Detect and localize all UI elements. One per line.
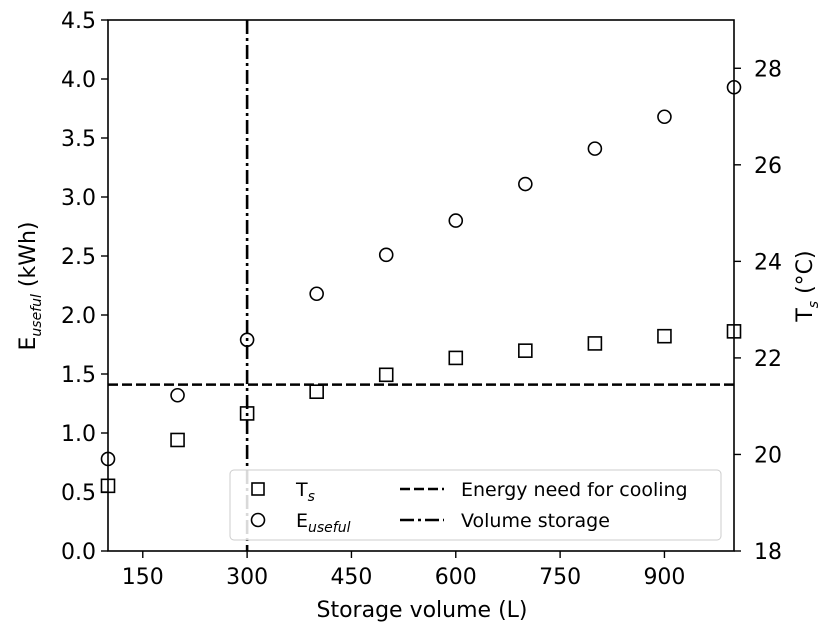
euseful-point	[448, 213, 464, 228]
x-tick-label: 900	[643, 565, 685, 590]
ts-point	[657, 328, 672, 344]
euseful-point	[378, 247, 394, 263]
ts-point	[587, 336, 603, 351]
legend-label-euseful: Euseful	[296, 510, 351, 536]
x-axis-label: Storage volume (L)	[317, 598, 528, 623]
y2-tick-label: 24	[754, 250, 782, 275]
legend-label-ts-main: T	[295, 479, 308, 501]
y-tick-label: 1.5	[61, 363, 96, 388]
plot-frame	[107, 19, 735, 552]
x-tick-label: 750	[539, 565, 581, 590]
legend-square-marker	[251, 482, 265, 496]
y2-tick-label: 18	[754, 540, 782, 565]
ts-point	[518, 343, 533, 358]
y-axis-label-sub: useful	[29, 294, 45, 337]
legend-circle-marker	[250, 512, 266, 528]
ts-point	[239, 406, 255, 421]
y2-axis-label-unit: (°C)	[793, 250, 818, 301]
ts-point	[170, 432, 185, 448]
x-tick-label: 300	[226, 565, 268, 590]
legend-label-energy-need: Energy need for cooling	[461, 479, 688, 501]
legend-label-euseful-sub: useful	[308, 520, 351, 536]
y-tick-label: 4.5	[61, 9, 96, 34]
euseful-point	[239, 332, 255, 348]
legend: Ts Euseful Energy need for cooling Volum…	[229, 469, 722, 541]
ts-point	[309, 384, 324, 400]
legend-label-ts: Ts	[295, 479, 315, 505]
y2-tick-label: 26	[754, 154, 782, 179]
y-axis-label: Euseful (kWh)	[16, 222, 45, 351]
y-tick-label: 3.0	[61, 186, 96, 211]
legend-label-ts-sub: s	[308, 489, 315, 505]
x-tick-label: 600	[435, 565, 477, 590]
y-tick-label: 0.5	[61, 481, 96, 506]
y-axis-label-unit: (kWh)	[16, 222, 41, 295]
y-axis-label-main: E	[16, 337, 41, 351]
y2-tick-label: 28	[754, 57, 782, 82]
y2-axis-label-main: T	[793, 308, 818, 323]
y2-tick-label: 20	[754, 443, 782, 468]
euseful-point	[170, 387, 185, 403]
euseful-point	[587, 141, 603, 156]
y-tick-label: 1.0	[61, 422, 96, 447]
euseful-point	[309, 286, 324, 302]
legend-box	[229, 469, 722, 541]
ts-point	[378, 367, 394, 383]
y2-axis-label-sub: s	[806, 301, 822, 308]
legend-label-euseful-main: E	[296, 510, 308, 532]
y-tick-label: 4.0	[61, 68, 96, 93]
ts-point	[448, 350, 464, 366]
marks-layer	[100, 20, 742, 551]
y-tick-label: 2.0	[61, 304, 96, 329]
y-tick-label: 2.5	[61, 245, 96, 270]
x-tick-label: 450	[330, 565, 372, 590]
y2-tick-label: 22	[754, 347, 782, 372]
y2-axis-label: Ts (°C)	[793, 250, 822, 322]
legend-label-volume-storage: Volume storage	[461, 510, 610, 532]
y-tick-label: 3.5	[61, 127, 96, 152]
y-tick-label: 0.0	[61, 540, 96, 565]
euseful-point	[657, 109, 672, 125]
euseful-point	[518, 176, 533, 192]
x-tick-label: 150	[122, 565, 164, 590]
ticks-layer: 150 300 450 600 750 900 0.0 0.5 1.0 1.5 2.0 2.5 3.0 3…	[61, 9, 782, 590]
